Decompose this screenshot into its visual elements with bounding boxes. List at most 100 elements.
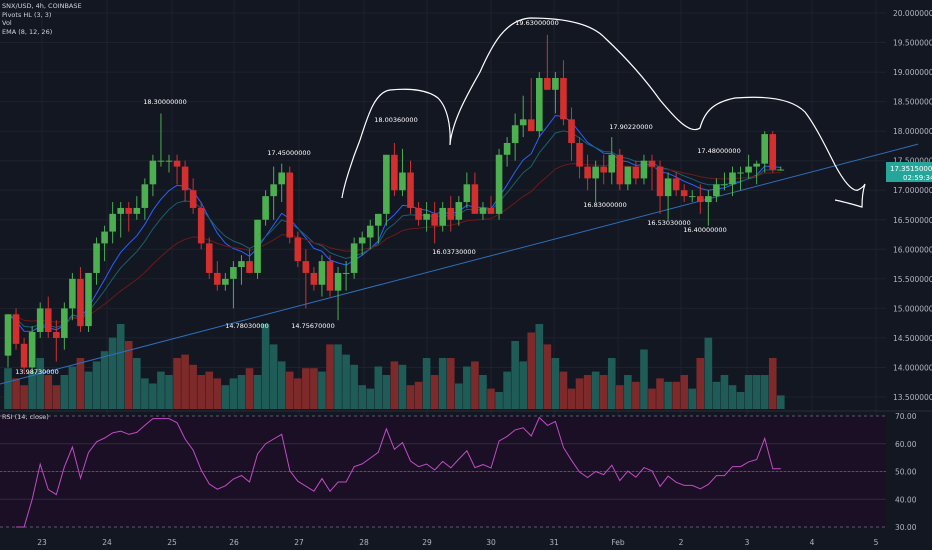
candle-body [753, 163, 760, 167]
pivot-label: 16.03730000 [432, 248, 475, 256]
rsi-axis[interactable]: 70.00 60.00 50.00 40.00 30.00 [895, 412, 917, 532]
y-tick-label: 14.50000000 [893, 334, 932, 343]
candle-body [286, 172, 294, 238]
volume-bar [599, 375, 608, 409]
candle-body [729, 172, 736, 185]
candle-body [600, 166, 607, 173]
candle-body [262, 196, 269, 220]
volume-bar [672, 381, 680, 409]
volume-bar [133, 358, 141, 409]
candle-body [761, 134, 768, 164]
volume-bar [656, 378, 664, 409]
x-tick-label: Feb [611, 538, 625, 547]
candle-body [455, 202, 463, 220]
volume-bar [712, 381, 721, 409]
candle-body [77, 278, 84, 327]
rsi-tick-label: 60.00 [895, 440, 917, 449]
rsi-legend[interactable]: RSI (14, close) [2, 413, 49, 421]
candle-body [173, 160, 181, 167]
volume-bar [197, 375, 205, 409]
trendline[interactable] [0, 143, 919, 385]
volume-bar [229, 378, 238, 409]
volume-bar [116, 324, 125, 409]
volume-bar [60, 375, 69, 409]
volume-bar [108, 337, 117, 409]
candle-body [519, 119, 527, 126]
candle-body [20, 343, 28, 368]
volume-bar [398, 364, 407, 409]
legend-pivots[interactable]: Pivots HL (3, 3) [2, 10, 52, 19]
volume-bar [382, 375, 391, 409]
volume-bar [76, 358, 85, 409]
volume-bar [334, 344, 342, 409]
candle-body [230, 267, 237, 279]
y-tick-label: 17.50000000 [893, 157, 932, 166]
volume-bar [20, 385, 28, 409]
pivot-label: 18.30000000 [143, 98, 186, 106]
volume-bar [294, 378, 302, 409]
x-tick-label: 29 [422, 538, 432, 547]
candle-body [415, 207, 422, 220]
candle-body [503, 142, 511, 155]
price-axis[interactable]: 20.00000000 19.50000000 19.00000000 18.5000… [893, 9, 932, 402]
candle-body [342, 272, 350, 274]
candle-body [278, 172, 285, 185]
candle-body [608, 154, 616, 173]
candle-body [318, 261, 326, 285]
legend-vol[interactable]: Vol [2, 19, 12, 28]
volume-bar [422, 358, 431, 409]
volume-bar [760, 375, 769, 409]
candle-body [270, 184, 277, 197]
candle-body [463, 184, 471, 203]
legend-ema[interactable]: EMA (8, 12, 26) [2, 27, 53, 36]
volume-bar [350, 364, 358, 409]
volume-bar [181, 354, 189, 409]
rsi-tick-label: 70.00 [895, 412, 917, 421]
candle-body [205, 243, 213, 273]
volume-bar [149, 383, 157, 409]
x-tick-label: 23 [37, 538, 47, 547]
volume-bar [157, 371, 165, 409]
candle-body [648, 160, 656, 167]
candle-body [664, 178, 672, 197]
volume-bar [302, 368, 310, 409]
volume-bar [519, 361, 527, 409]
y-tick-label: 14.00000000 [893, 363, 932, 372]
candle-body [133, 207, 141, 214]
volume-bar [704, 337, 713, 409]
chart-legend: SNX/USD, 4h, COINBASE Pivots HL (3, 3) V… [2, 2, 82, 36]
x-tick-label: 26 [229, 538, 239, 547]
rsi-line [16, 416, 781, 528]
candle-body [391, 154, 398, 191]
candle-body [721, 184, 728, 186]
candle-body [399, 172, 406, 191]
candle-body [246, 261, 253, 273]
pivot-label: 16.40000000 [683, 226, 726, 234]
volume-bar [173, 358, 181, 409]
candle-body [294, 237, 302, 262]
volume-bar [52, 385, 61, 409]
volume-bar [664, 381, 672, 409]
volume-bar [285, 371, 294, 409]
rsi-indicator [0, 415, 886, 528]
x-tick-label: 4 [810, 538, 815, 547]
time-axis[interactable]: 23 24 25 26 27 28 29 30 31 Feb 2 3 4 5 [37, 538, 878, 547]
y-tick-label: 19.00000000 [893, 68, 932, 77]
volume-bar [253, 375, 262, 409]
candle-body [350, 243, 358, 273]
volume-bar [430, 375, 439, 409]
pivot-label: 17.90220000 [609, 123, 652, 131]
pivot-label: 17.45000000 [267, 149, 310, 157]
volume-bar [487, 388, 495, 409]
head-and-shoulders-drawing[interactable] [341, 17, 866, 208]
candle-body [326, 261, 334, 291]
rsi-tick-label: 30.00 [895, 523, 917, 532]
volume-bar [318, 371, 326, 409]
candle-body [624, 166, 632, 185]
legend-symbol[interactable]: SNX/USD, 4h, COINBASE [2, 2, 82, 10]
candle-body [214, 272, 221, 285]
volume-bar [205, 371, 214, 409]
candle-body [117, 207, 124, 214]
volume-bar [68, 366, 77, 409]
